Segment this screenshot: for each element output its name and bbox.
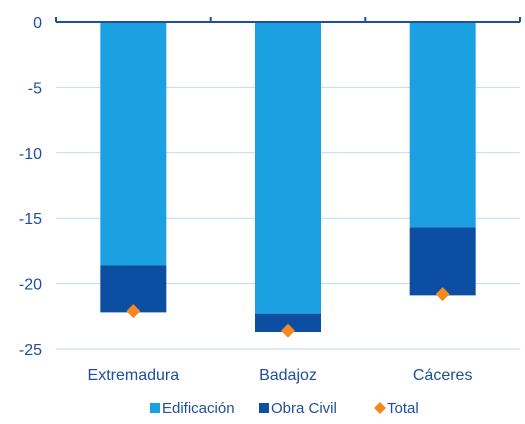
bar-edificación [409, 22, 476, 228]
legend-label: Obra Civil [271, 400, 337, 417]
category-label: Extremadura [88, 367, 180, 384]
y-tick-label: -15 [19, 211, 42, 228]
bar-edificación [255, 22, 321, 314]
category-labels: Extremadura Badajoz Cáceres [88, 367, 473, 384]
x-axis [55, 17, 521, 23]
category-label: Cáceres [413, 367, 473, 384]
legend-swatch [150, 403, 160, 413]
bar-edificación [100, 22, 167, 266]
legend-label: Edificación [162, 400, 235, 417]
bar-obra-civil [255, 313, 321, 332]
legend: Edificación Obra Civil Total [150, 400, 419, 417]
y-tick-label: 0 [33, 15, 42, 32]
y-tick-label: -10 [19, 146, 42, 163]
total-markers [126, 287, 450, 338]
bars [100, 22, 476, 332]
y-axis-tick-labels: 0 -5 -10 -15 -20 -25 [19, 15, 42, 359]
legend-swatch [374, 402, 386, 414]
total-marker [281, 323, 295, 338]
bar-obra-civil [409, 227, 476, 296]
category-label: Badajoz [259, 367, 317, 384]
total-marker [435, 287, 450, 302]
legend-swatch [259, 403, 269, 413]
y-tick-label: -5 [28, 80, 42, 97]
y-tick-label: -20 [19, 277, 42, 294]
legend-label: Total [387, 400, 419, 417]
total-marker [126, 304, 141, 319]
y-tick-label: -25 [19, 342, 42, 359]
